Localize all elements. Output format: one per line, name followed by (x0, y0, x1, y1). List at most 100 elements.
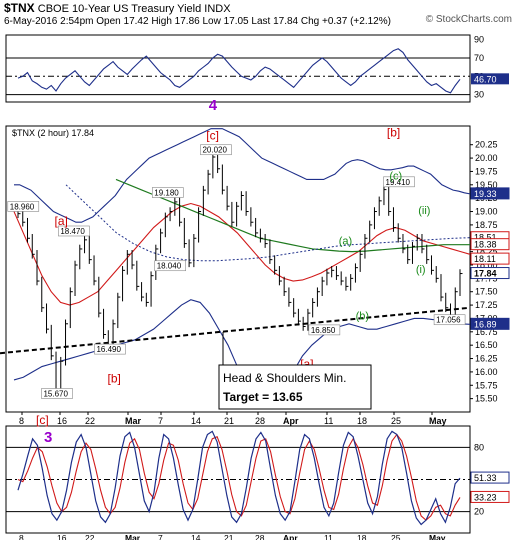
annotation-box (218, 364, 372, 410)
stoch-x-label: 7 (158, 533, 163, 540)
stoch-fast-tag (470, 471, 510, 484)
price-point-label: 20.020 (202, 146, 227, 155)
price-point-box (58, 225, 90, 237)
wave-label: (i) (416, 264, 426, 276)
quote-line: 6-May-2016 2:54pm Open 17.42 High 17.86 … (4, 16, 391, 27)
stoch-x-label: 14 (191, 533, 201, 540)
stoch-fast-line (17, 430, 461, 526)
price-panel-frame (5, 125, 471, 413)
price-tick-label: 15.50 (475, 394, 498, 404)
price-tick-label: 20.00 (475, 153, 498, 163)
stoch-fast-value: 51.33 (474, 473, 497, 483)
price-axis-tag (470, 187, 510, 200)
price-x-label: 28 (255, 416, 265, 426)
stoch-x-label: Mar (125, 533, 141, 540)
price-tick-label: 19.50 (475, 180, 498, 190)
rsi-line (17, 48, 461, 94)
chart-header: $TNX CBOE 10-Year US Treasury Yield INDX… (0, 0, 520, 34)
rsi-tick-label: 90 (474, 35, 484, 45)
price-axis-tag-label: 18.38 (474, 240, 497, 250)
stoch-x-label: 18 (357, 533, 367, 540)
rsi-tick-label: 30 (474, 90, 484, 100)
price-axis-tag-label: 16.89 (474, 319, 497, 329)
price-tick-label: 15.75 (475, 380, 498, 390)
price-tick-label: 19.75 (475, 166, 498, 176)
price-point-label: 16.490 (96, 345, 121, 354)
wave-label: (a) (339, 236, 352, 248)
price-x-label: 18 (357, 416, 367, 426)
ohlc-quote: Open 17.42 High 17.86 Low 17.05 Last 17.… (96, 16, 391, 27)
rsi-tick-label: 70 (474, 53, 484, 63)
stoch-slow-line (17, 433, 461, 521)
price-symbol-label: $TNX (2 hour) 17.84 (12, 128, 94, 138)
price-tick-label: 18.00 (475, 260, 498, 270)
price-axis-tag-label: 18.11 (474, 254, 496, 264)
stoch-tick-label: 80 (474, 442, 484, 452)
price-tick-label: 16.75 (475, 327, 498, 337)
stoch-x-label: May (429, 533, 446, 540)
price-point-label: 19.180 (154, 188, 179, 197)
price-point-box (383, 176, 415, 188)
price-tick-label: 16.50 (475, 340, 498, 350)
price-x-label: 11 (324, 416, 333, 426)
wave-label: (c) (389, 170, 402, 182)
wave-label: [b] (108, 372, 121, 386)
stoch-x-label: 28 (255, 533, 265, 540)
price-point-box (433, 314, 466, 326)
wave-label: [c] (206, 128, 219, 142)
date-time: 6-May-2016 2:54pm (4, 16, 94, 27)
wave-label: [a] (55, 214, 68, 228)
price-tick-label: 16.25 (475, 354, 498, 364)
price-tick-label: 18.75 (475, 220, 498, 230)
price-axis-tag (470, 267, 510, 280)
price-point-label: 18.960 (10, 202, 35, 211)
price-tick-label: 17.50 (475, 287, 498, 297)
credit-label: © StockCharts.com (425, 14, 512, 25)
price-point-box (7, 201, 40, 212)
stoch-slow-tag (470, 490, 510, 503)
price-point-label: 15.670 (43, 389, 68, 398)
price-tick-label: 20.25 (475, 140, 498, 150)
dotted-moving-average (65, 184, 471, 262)
price-tick-label: 19.00 (475, 207, 498, 217)
wave-label-4: 4 (209, 97, 218, 114)
rsi-panel-frame (5, 34, 471, 103)
price-x-label: 8 (19, 416, 24, 426)
price-point-box (41, 388, 73, 399)
chart-title-line: $TNX CBOE 10-Year US Treasury Yield INDX (4, 1, 231, 15)
price-axis-tag (470, 252, 510, 265)
ticker-symbol: $TNX (4, 1, 35, 15)
stoch-x-label: 25 (391, 533, 401, 540)
price-tick-label: 16.00 (475, 367, 498, 377)
price-point-box (200, 144, 232, 156)
price-x-label: 25 (391, 416, 401, 426)
price-axis-tag-label: 18.51 (474, 233, 497, 243)
stoch-x-label: 16 (57, 533, 67, 540)
annotation-line-1: Head & Shoulders Min. (223, 371, 346, 385)
stoch-x-label: Apr (283, 533, 298, 540)
price-point-label: 18.040 (157, 262, 182, 271)
stoch-x-label: 11 (324, 533, 333, 540)
exchange-code: INDX (204, 3, 231, 15)
price-point-label: 16.850 (311, 326, 336, 335)
price-x-label: Mar (125, 416, 142, 426)
wave-label-c: [c] (36, 413, 49, 427)
price-tick-label: 18.25 (475, 247, 498, 257)
wave-label: (ii) (418, 205, 430, 217)
price-point-label: 19.410 (386, 178, 411, 187)
stoch-x-label: 22 (85, 533, 95, 540)
annotation-line-2: Target = 13.65 (223, 390, 303, 404)
stoch-tick-label: 20 (474, 507, 484, 517)
price-x-label: 14 (191, 416, 201, 426)
price-point-label: 17.056 (436, 316, 461, 325)
price-axis-tag-label: 19.33 (474, 189, 497, 199)
rsi-last-value: 46.70 (474, 74, 497, 84)
stoch-slow-value: 33.23 (474, 492, 497, 502)
stoch-x-label: 21 (224, 533, 234, 540)
price-tick-label: 17.25 (475, 300, 498, 310)
price-x-label: 21 (224, 416, 234, 426)
stoch-x-label: 8 (19, 533, 24, 540)
neckline-trendline (0, 306, 471, 355)
price-x-label: 7 (158, 416, 163, 426)
price-point-box (94, 343, 126, 355)
